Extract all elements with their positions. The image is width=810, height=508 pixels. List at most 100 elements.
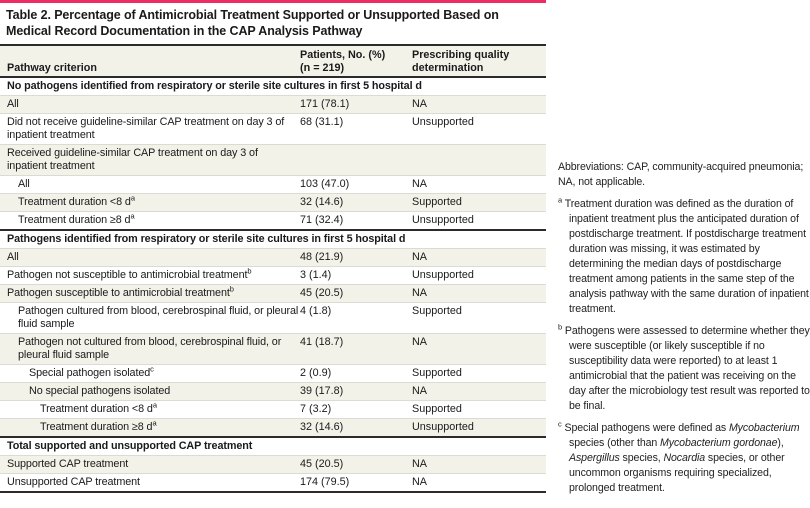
patients-cell: 32 (14.6) <box>300 196 344 208</box>
column-header-patients-line2: (n = 219) <box>300 61 345 74</box>
footnote-item-marker: c <box>558 419 562 429</box>
footnotes: Abbreviations: CAP, community-acquired p… <box>558 160 810 503</box>
footnote-marker: a <box>130 211 135 221</box>
footnote-item: c Special pathogens were defined as Myco… <box>558 419 810 496</box>
criterion-cell: Treatment duration ≥8 da <box>0 212 300 229</box>
column-header-criterion: Pathway criterion <box>0 49 300 74</box>
criterion-text: Pathogen not susceptible to antimicrobia… <box>7 269 248 281</box>
footnote-text: species (other than <box>569 437 661 449</box>
column-header-row: Pathway criterion Patients, No. (%) (n =… <box>0 44 546 76</box>
quality-cell: NA <box>412 98 427 110</box>
footnote-marker: b <box>247 266 252 276</box>
quality-cell: NA <box>412 287 427 299</box>
quality-cell <box>412 145 546 175</box>
footnote-marker: a <box>130 193 135 203</box>
table-row: Pathogen not cultured from blood, cerebr… <box>0 333 546 364</box>
table-2: Table 2. Percentage of Antimicrobial Tre… <box>0 0 546 493</box>
quality-cell: Supported <box>412 403 462 415</box>
column-header-quality-line1: Prescribing quality <box>412 49 510 61</box>
footnote-item-marker: a <box>558 195 563 205</box>
criterion-cell: Pathogen not cultured from blood, cerebr… <box>0 334 300 364</box>
criterion-text: Unsupported CAP treatment <box>7 476 140 488</box>
column-header-quality: Prescribing quality determination <box>412 49 546 74</box>
patients-cell: 39 (17.8) <box>300 385 344 397</box>
abbreviations: Abbreviations: CAP, community-acquired p… <box>558 161 804 188</box>
quality-cell: NA <box>412 458 427 470</box>
footnote-text: Special pathogens were defined as <box>564 422 729 434</box>
criterion-cell: Treatment duration <8 da <box>0 194 300 211</box>
accent-rule <box>0 0 546 3</box>
criterion-text: Received guideline-similar CAP treatment… <box>7 147 258 172</box>
criterion-text: Pathogen not cultured from blood, cerebr… <box>18 336 282 361</box>
table-bottom-rule <box>0 491 546 493</box>
quality-cell: Unsupported <box>412 116 474 128</box>
table-row: Treatment duration <8 da 32 (14.6) Support… <box>0 193 546 211</box>
quality-cell: Supported <box>412 367 462 379</box>
footnote-text: Pathogens were assessed to determine whe… <box>564 325 810 412</box>
patients-cell: 68 (31.1) <box>300 116 344 128</box>
section-header: No pathogens identified from respiratory… <box>0 78 546 95</box>
criterion-text: All <box>7 98 19 110</box>
footnote-list: a Treatment duration was defined as the … <box>558 195 810 496</box>
criterion-text: Treatment duration ≥8 d <box>40 421 153 433</box>
table-row: Pathogen cultured from blood, cerebrospi… <box>0 302 546 333</box>
footnote-item-marker: b <box>558 322 563 332</box>
footnote-marker: b <box>229 284 234 294</box>
table-row: Treatment duration ≥8 da 32 (14.6) Unsuppo… <box>0 418 546 436</box>
patients-cell: 48 (21.9) <box>300 251 344 263</box>
footnote-item: a Treatment duration was defined as the … <box>558 195 810 317</box>
table-row: No special pathogens isolated 39 (17.8) NA <box>0 382 546 400</box>
criterion-cell: All <box>0 176 300 193</box>
patients-cell: 32 (14.6) <box>300 421 344 433</box>
table-section: No pathogens identified from respiratory… <box>0 76 546 229</box>
table-row: Unsupported CAP treatment 174 (79.5) NA <box>0 473 546 491</box>
table-row: Treatment duration <8 da 7 (3.2) Supported <box>0 400 546 418</box>
table-row: Did not receive guideline-similar CAP tr… <box>0 113 546 144</box>
criterion-text: No special pathogens isolated <box>29 385 171 397</box>
criterion-cell: Unsupported CAP treatment <box>0 474 300 491</box>
section-header: Total supported and unsupported CAP trea… <box>0 438 546 455</box>
footnote-text: species, <box>619 452 664 464</box>
criterion-cell: Treatment duration <8 da <box>0 401 300 418</box>
quality-cell: NA <box>412 178 427 190</box>
criterion-cell: Did not receive guideline-similar CAP tr… <box>0 114 300 144</box>
patients-cell: 7 (3.2) <box>300 403 332 415</box>
criterion-text: Pathogen cultured from blood, cerebrospi… <box>18 305 299 330</box>
criterion-text: Treatment duration <8 d <box>40 403 153 415</box>
patients-cell: 41 (18.7) <box>300 336 344 348</box>
patients-cell: 103 (47.0) <box>300 178 350 190</box>
column-header-patients: Patients, No. (%) (n = 219) <box>300 49 412 74</box>
criterion-cell: Supported CAP treatment <box>0 456 300 473</box>
criterion-cell: All <box>0 249 300 266</box>
quality-cell: NA <box>412 476 427 488</box>
criterion-cell: Treatment duration ≥8 da <box>0 419 300 436</box>
table-body: No pathogens identified from respiratory… <box>0 76 546 491</box>
footnote-marker: a <box>152 400 157 410</box>
footnote-marker: a <box>152 418 157 428</box>
criterion-text: Did not receive guideline-similar CAP tr… <box>7 116 285 141</box>
table-row: Special pathogen isolatedc 2 (0.9) Support… <box>0 364 546 382</box>
table-row: All 103 (47.0) NA <box>0 175 546 193</box>
footnote-italic-text: Aspergillus <box>569 452 620 464</box>
patients-cell: 4 (1.8) <box>300 305 332 317</box>
footnote-italic-text: Mycobacterium gordonae <box>660 437 778 449</box>
column-header-quality-line2: determination <box>412 61 484 74</box>
criterion-cell: Special pathogen isolatedc <box>0 365 300 382</box>
table-row: Treatment duration ≥8 da 71 (32.4) Unsuppo… <box>0 211 546 229</box>
criterion-cell: No special pathogens isolated <box>0 383 300 400</box>
criterion-text: Treatment duration ≥8 d <box>18 214 131 226</box>
table-section: Total supported and unsupported CAP trea… <box>0 436 546 491</box>
quality-cell: NA <box>412 336 427 348</box>
footnote-text: Treatment duration was defined as the du… <box>564 198 809 315</box>
footnote-text: ), <box>777 437 784 449</box>
criterion-text: All <box>7 251 19 263</box>
criterion-cell: Pathogen susceptible to antimicrobial tr… <box>0 285 300 302</box>
patients-cell: 171 (78.1) <box>300 98 350 110</box>
criterion-text: Pathogen susceptible to antimicrobial tr… <box>7 287 230 299</box>
criterion-text: All <box>18 178 30 190</box>
criterion-cell: Pathogen not susceptible to antimicrobia… <box>0 267 300 284</box>
quality-cell: NA <box>412 385 427 397</box>
patients-cell: 45 (20.5) <box>300 287 344 299</box>
table-row: Supported CAP treatment 45 (20.5) NA <box>0 455 546 473</box>
criterion-cell: Pathogen cultured from blood, cerebrospi… <box>0 303 300 333</box>
